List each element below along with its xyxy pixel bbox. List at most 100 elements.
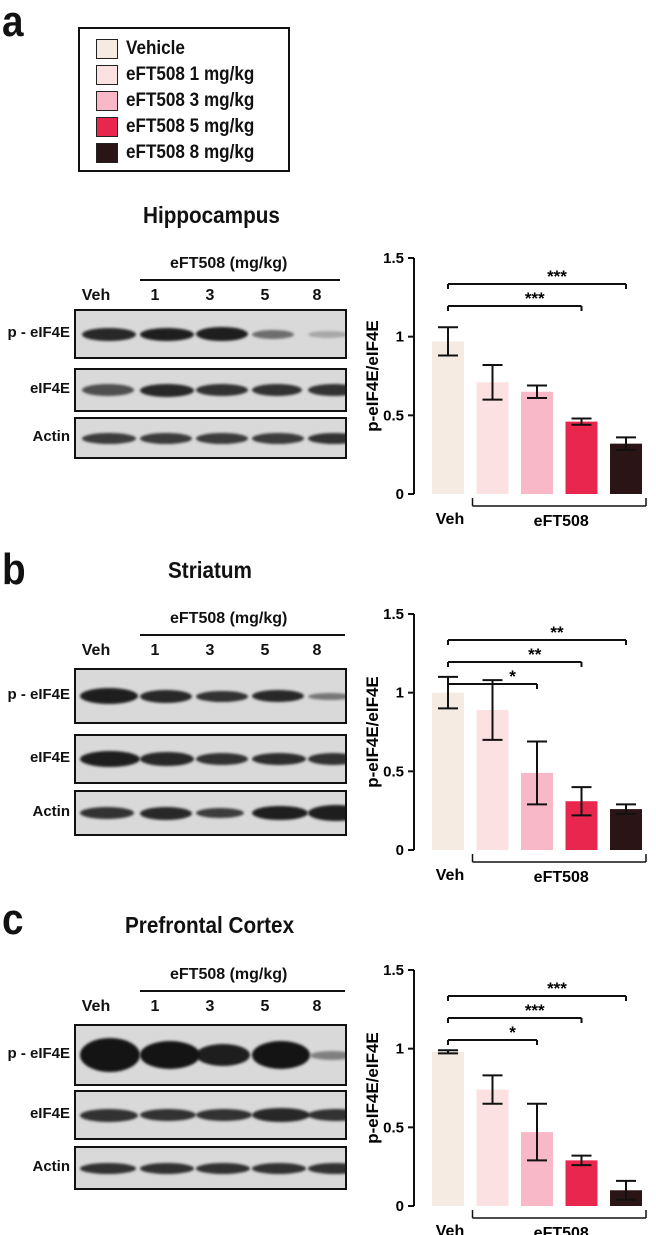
wb-lane-label: 3 — [205, 998, 215, 1015]
wb-band — [308, 1109, 345, 1121]
wb-band — [140, 432, 192, 444]
bar-chart-prefrontal: 00.511.5p-eIF4E/eIF4E *******Veh eFT508 — [363, 962, 647, 1235]
wb-band — [196, 432, 248, 444]
bar — [610, 809, 642, 850]
legend: Vehicle eFT508 1 mg/kg eFT508 3 mg/kg eF… — [78, 27, 290, 172]
legend-swatch — [96, 143, 118, 163]
legend-swatch — [96, 91, 118, 111]
group-label-eft508: eFT508 — [534, 869, 589, 886]
legend-item-5mg: eFT508 5 mg/kg — [96, 115, 269, 139]
wb-band — [252, 753, 306, 765]
y-tick-label: 1 — [396, 329, 404, 346]
legend-item-8mg: eFT508 8 mg/kg — [96, 141, 269, 165]
legend-swatch — [96, 65, 118, 85]
wb-band — [308, 692, 345, 700]
significance-label: *** — [547, 267, 567, 286]
wb-band — [252, 690, 304, 702]
y-tick-label: 1 — [396, 1041, 404, 1058]
bar — [432, 341, 464, 494]
wb-band — [140, 1041, 200, 1069]
group-label-veh: Veh — [436, 867, 464, 884]
y-axis-label: p-eIF4E/eIF4E — [363, 320, 382, 431]
wb-lane-label: 8 — [312, 287, 322, 304]
y-tick-label: 0.5 — [383, 763, 404, 780]
actin-strip — [74, 1146, 347, 1190]
bar — [565, 1160, 598, 1206]
y-tick-label: 0 — [396, 842, 404, 859]
bar-chart-hippocampus: 0 0.5 1 1.5 p-eIF4E/eIF4E ****** Veh eFT508 — [363, 250, 647, 530]
bar — [432, 1051, 464, 1206]
significance-label: *** — [525, 1001, 545, 1020]
wb-row-label: Actin — [32, 1158, 71, 1175]
y-tick-label: 1.5 — [383, 250, 404, 267]
significance-label: * — [509, 1023, 516, 1042]
y-axis-label: p-eIF4E/eIF4E — [363, 676, 382, 787]
wb-lane-label: 1 — [150, 642, 160, 659]
wb-lane-label: 1 — [150, 998, 160, 1015]
legend-label: eFT508 3 mg/kg — [126, 90, 255, 111]
wb-band — [252, 384, 302, 396]
bar — [432, 692, 464, 850]
wb-band — [140, 689, 192, 703]
wb-band — [140, 1109, 196, 1121]
wb-band — [252, 329, 294, 339]
group-label-veh: Veh — [436, 1223, 464, 1235]
wb-band — [80, 1038, 140, 1072]
significance-label: ** — [550, 623, 564, 642]
wb-band — [80, 807, 134, 819]
legend-swatch — [96, 117, 118, 137]
legend-item-3mg: eFT508 3 mg/kg — [96, 89, 269, 113]
legend-swatch — [96, 39, 118, 59]
wb-band — [308, 432, 345, 444]
wb-band — [308, 1162, 345, 1174]
wb-row-label: eIF4E — [29, 380, 70, 397]
wb-band — [140, 806, 192, 820]
wb-band — [196, 753, 248, 765]
wb-band — [140, 752, 194, 766]
significance-label: *** — [525, 289, 545, 308]
wb-lane-label: 5 — [260, 998, 270, 1015]
wb-band — [80, 751, 140, 767]
wb-band — [80, 1162, 136, 1174]
wb-row-label: p - eIF4E — [7, 1045, 70, 1062]
wb-band — [308, 805, 345, 821]
legend-item-vehicle: Vehicle — [96, 37, 192, 61]
wb-lane-label: Veh — [81, 642, 111, 659]
y-tick-label: 0.5 — [383, 407, 404, 424]
p-eif4e-strip — [74, 668, 347, 724]
wb-band — [310, 1050, 345, 1060]
wb-lane-label: Veh — [81, 998, 111, 1015]
wb-band — [140, 327, 194, 341]
wb-dose-rule — [140, 634, 345, 636]
significance-label: ** — [528, 645, 542, 664]
y-tick-label: 0.5 — [383, 1119, 404, 1136]
group-label-eft508: eFT508 — [534, 513, 589, 530]
wb-row-label: p - eIF4E — [7, 686, 70, 703]
wb-band — [196, 808, 244, 818]
wb-band — [196, 690, 248, 702]
bar — [610, 443, 642, 494]
bar — [476, 1089, 509, 1206]
wb-dose-header: eFT508 (mg/kg) — [170, 966, 288, 983]
wb-band — [252, 1041, 310, 1069]
wb-band — [140, 383, 194, 397]
wb-band — [308, 384, 345, 396]
wb-dose-rule — [140, 279, 340, 281]
wb-band — [196, 1044, 250, 1066]
y-tick-label: 1 — [396, 685, 404, 702]
wb-lane-label: 5 — [260, 642, 270, 659]
significance-label: *** — [547, 979, 567, 998]
bar — [521, 391, 553, 494]
wb-band — [82, 432, 136, 444]
eif4e-strip — [74, 734, 347, 784]
y-axis-label: p-eIF4E/eIF4E — [363, 1032, 382, 1143]
wb-dose-rule — [140, 990, 345, 992]
eif4e-strip — [74, 368, 347, 412]
wb-band — [252, 1162, 306, 1174]
wb-row-label: eIF4E — [29, 749, 70, 766]
wb-band — [196, 1109, 252, 1121]
actin-strip — [74, 790, 347, 836]
bar-chart-striatum: 00.511.5p-eIF4E/eIF4E *****Veh eFT508 — [363, 606, 647, 886]
wb-band — [80, 1108, 138, 1122]
bar — [476, 382, 509, 494]
